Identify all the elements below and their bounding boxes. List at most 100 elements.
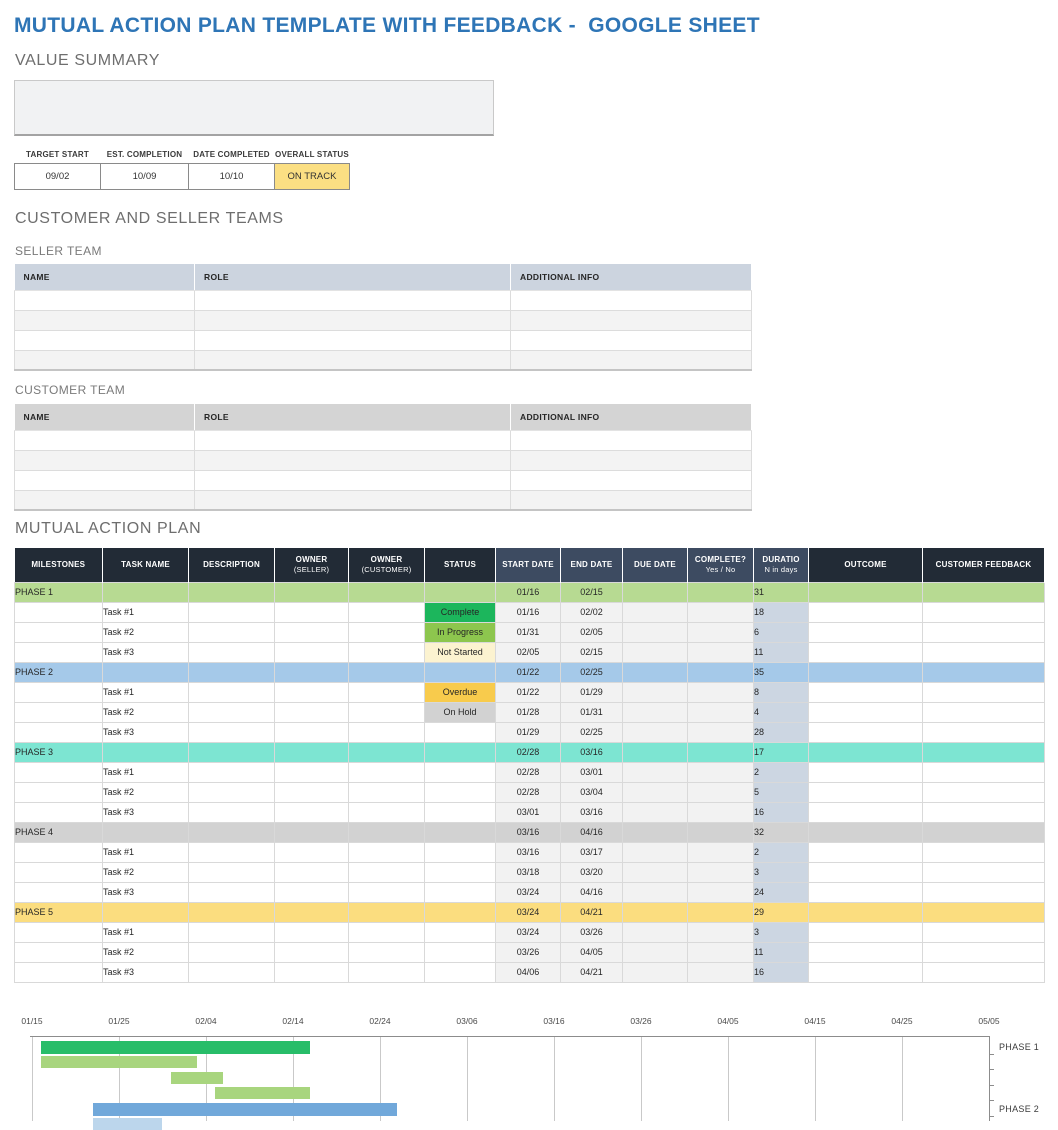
outcome-cell[interactable] xyxy=(808,581,923,603)
complete-cell[interactable] xyxy=(687,881,754,903)
owner-seller-cell[interactable] xyxy=(274,901,349,923)
end-date-cell[interactable]: 03/16 xyxy=(560,741,623,763)
outcome-cell[interactable] xyxy=(808,741,923,763)
customer-feedback-cell[interactable] xyxy=(922,741,1045,763)
end-date-cell[interactable]: 03/17 xyxy=(560,841,623,863)
start-date-cell[interactable]: 01/28 xyxy=(495,701,561,723)
due-date-cell[interactable] xyxy=(622,661,688,683)
end-date-cell[interactable]: 04/05 xyxy=(560,941,623,963)
milestone-cell[interactable]: PHASE 3 xyxy=(14,741,103,763)
milestone-cell[interactable] xyxy=(14,621,103,643)
customer-feedback-cell[interactable] xyxy=(922,641,1045,663)
task-name-cell[interactable] xyxy=(102,581,189,603)
duration-cell[interactable]: 32 xyxy=(753,821,809,843)
owner-seller-cell[interactable] xyxy=(274,641,349,663)
owner-customer-cell[interactable] xyxy=(348,801,425,823)
empty-cell[interactable] xyxy=(14,349,195,371)
due-date-cell[interactable] xyxy=(622,821,688,843)
task-name-cell[interactable]: Task #1 xyxy=(102,921,189,943)
owner-customer-cell[interactable] xyxy=(348,661,425,683)
description-cell[interactable] xyxy=(188,961,275,983)
owner-seller-cell[interactable] xyxy=(274,681,349,703)
status-cell[interactable]: Not Started xyxy=(424,641,496,663)
outcome-cell[interactable] xyxy=(808,781,923,803)
owner-customer-cell[interactable] xyxy=(348,921,425,943)
overall-status-cell[interactable]: ON TRACK xyxy=(274,163,350,190)
owner-customer-cell[interactable] xyxy=(348,781,425,803)
due-date-cell[interactable] xyxy=(622,941,688,963)
milestone-cell[interactable] xyxy=(14,941,103,963)
milestone-cell[interactable] xyxy=(14,721,103,743)
customer-feedback-cell[interactable] xyxy=(922,961,1045,983)
status-cell[interactable] xyxy=(424,961,496,983)
task-name-cell[interactable]: Task #3 xyxy=(102,801,189,823)
customer-feedback-cell[interactable] xyxy=(922,701,1045,723)
end-date-cell[interactable]: 02/02 xyxy=(560,601,623,623)
duration-cell[interactable]: 35 xyxy=(753,661,809,683)
due-date-cell[interactable] xyxy=(622,741,688,763)
start-date-cell[interactable]: 03/01 xyxy=(495,801,561,823)
owner-seller-cell[interactable] xyxy=(274,961,349,983)
end-date-cell[interactable]: 02/15 xyxy=(560,581,623,603)
duration-cell[interactable]: 28 xyxy=(753,721,809,743)
empty-cell[interactable] xyxy=(194,449,511,471)
duration-cell[interactable]: 16 xyxy=(753,961,809,983)
description-cell[interactable] xyxy=(188,681,275,703)
start-date-cell[interactable]: 03/18 xyxy=(495,861,561,883)
due-date-cell[interactable] xyxy=(622,641,688,663)
start-date-cell[interactable]: 02/28 xyxy=(495,741,561,763)
task-name-cell[interactable] xyxy=(102,901,189,923)
duration-cell[interactable]: 29 xyxy=(753,901,809,923)
end-date-cell[interactable]: 03/16 xyxy=(560,801,623,823)
customer-feedback-cell[interactable] xyxy=(922,721,1045,743)
task-name-cell[interactable]: Task #3 xyxy=(102,641,189,663)
milestone-cell[interactable] xyxy=(14,601,103,623)
complete-cell[interactable] xyxy=(687,621,754,643)
due-date-cell[interactable] xyxy=(622,861,688,883)
complete-cell[interactable] xyxy=(687,681,754,703)
duration-cell[interactable]: 4 xyxy=(753,701,809,723)
description-cell[interactable] xyxy=(188,761,275,783)
empty-cell[interactable] xyxy=(14,289,195,311)
start-date-cell[interactable]: 03/26 xyxy=(495,941,561,963)
description-cell[interactable] xyxy=(188,641,275,663)
status-cell[interactable] xyxy=(424,581,496,603)
complete-cell[interactable] xyxy=(687,941,754,963)
status-cell[interactable] xyxy=(424,941,496,963)
owner-customer-cell[interactable] xyxy=(348,741,425,763)
empty-cell[interactable] xyxy=(510,309,752,331)
customer-feedback-cell[interactable] xyxy=(922,841,1045,863)
start-date-cell[interactable]: 01/16 xyxy=(495,581,561,603)
owner-customer-cell[interactable] xyxy=(348,901,425,923)
owner-customer-cell[interactable] xyxy=(348,861,425,883)
due-date-cell[interactable] xyxy=(622,621,688,643)
milestone-cell[interactable] xyxy=(14,801,103,823)
milestone-cell[interactable] xyxy=(14,841,103,863)
end-date-cell[interactable]: 02/15 xyxy=(560,641,623,663)
complete-cell[interactable] xyxy=(687,661,754,683)
duration-cell[interactable]: 5 xyxy=(753,781,809,803)
task-name-cell[interactable]: Task #2 xyxy=(102,941,189,963)
end-date-cell[interactable]: 01/29 xyxy=(560,681,623,703)
duration-cell[interactable]: 16 xyxy=(753,801,809,823)
owner-customer-cell[interactable] xyxy=(348,761,425,783)
customer-feedback-cell[interactable] xyxy=(922,681,1045,703)
milestone-cell[interactable]: PHASE 2 xyxy=(14,661,103,683)
task-name-cell[interactable]: Task #2 xyxy=(102,781,189,803)
owner-customer-cell[interactable] xyxy=(348,581,425,603)
duration-cell[interactable]: 17 xyxy=(753,741,809,763)
due-date-cell[interactable] xyxy=(622,781,688,803)
status-cell[interactable] xyxy=(424,821,496,843)
description-cell[interactable] xyxy=(188,601,275,623)
owner-seller-cell[interactable] xyxy=(274,861,349,883)
end-date-cell[interactable]: 02/25 xyxy=(560,721,623,743)
complete-cell[interactable] xyxy=(687,581,754,603)
customer-feedback-cell[interactable] xyxy=(922,661,1045,683)
empty-cell[interactable] xyxy=(510,469,752,491)
description-cell[interactable] xyxy=(188,801,275,823)
owner-seller-cell[interactable] xyxy=(274,841,349,863)
outcome-cell[interactable] xyxy=(808,821,923,843)
duration-cell[interactable]: 3 xyxy=(753,921,809,943)
outcome-cell[interactable] xyxy=(808,701,923,723)
owner-seller-cell[interactable] xyxy=(274,821,349,843)
